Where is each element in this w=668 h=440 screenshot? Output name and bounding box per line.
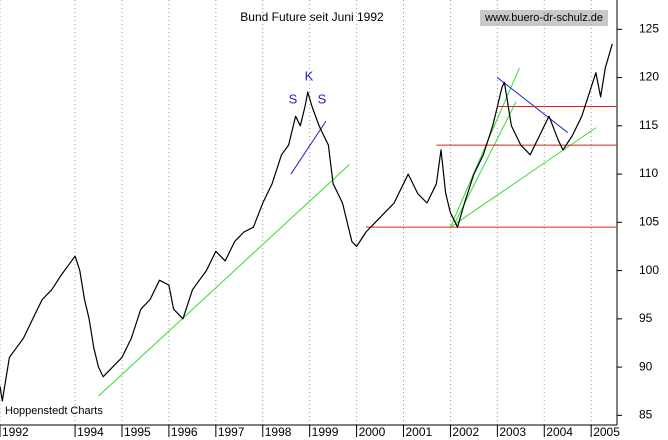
x-tick-label: 2002 xyxy=(452,425,479,439)
trend-line xyxy=(497,77,569,133)
x-tick-label: 1992 xyxy=(2,425,29,439)
y-tick-label: 105 xyxy=(639,214,659,228)
x-tick-label: 1997 xyxy=(218,425,245,439)
y-tick-label: 90 xyxy=(639,359,653,373)
credit: Hoppenstedt Charts xyxy=(5,405,103,417)
y-tick-label: 125 xyxy=(639,21,659,35)
x-tick-label: 2005 xyxy=(593,425,620,439)
x-tick-label: 1996 xyxy=(171,425,198,439)
price-line xyxy=(0,43,613,402)
x-tick-label: 1994 xyxy=(77,425,104,439)
trend-line xyxy=(449,67,520,228)
annotation: S xyxy=(289,91,298,106)
y-tick-label: 120 xyxy=(639,70,659,84)
x-tick-label: 2001 xyxy=(406,425,433,439)
x-tick-label: 1998 xyxy=(265,425,292,439)
annotation: K xyxy=(305,68,314,83)
y-tick-label: 100 xyxy=(639,263,659,277)
trend-line xyxy=(98,164,350,397)
trend-line xyxy=(290,120,327,175)
x-tick-label: 2003 xyxy=(499,425,526,439)
y-tick-label: 115 xyxy=(639,118,658,132)
x-tick-label: 1995 xyxy=(124,425,151,439)
source: www.buero-dr-schulz.de xyxy=(484,12,603,24)
source-box xyxy=(480,10,608,26)
y-tick-label: 110 xyxy=(639,166,658,180)
x-tick-label: 1999 xyxy=(312,425,339,439)
trend-line xyxy=(450,127,597,228)
x-tick-label: 2004 xyxy=(546,425,573,439)
x-tick-label: 2000 xyxy=(359,425,386,439)
annotation: S xyxy=(318,91,327,106)
chart-title: Bund Future seit Juni 1992 xyxy=(240,10,384,24)
y-tick-label: 95 xyxy=(639,311,653,325)
y-tick-label: 85 xyxy=(639,408,653,422)
